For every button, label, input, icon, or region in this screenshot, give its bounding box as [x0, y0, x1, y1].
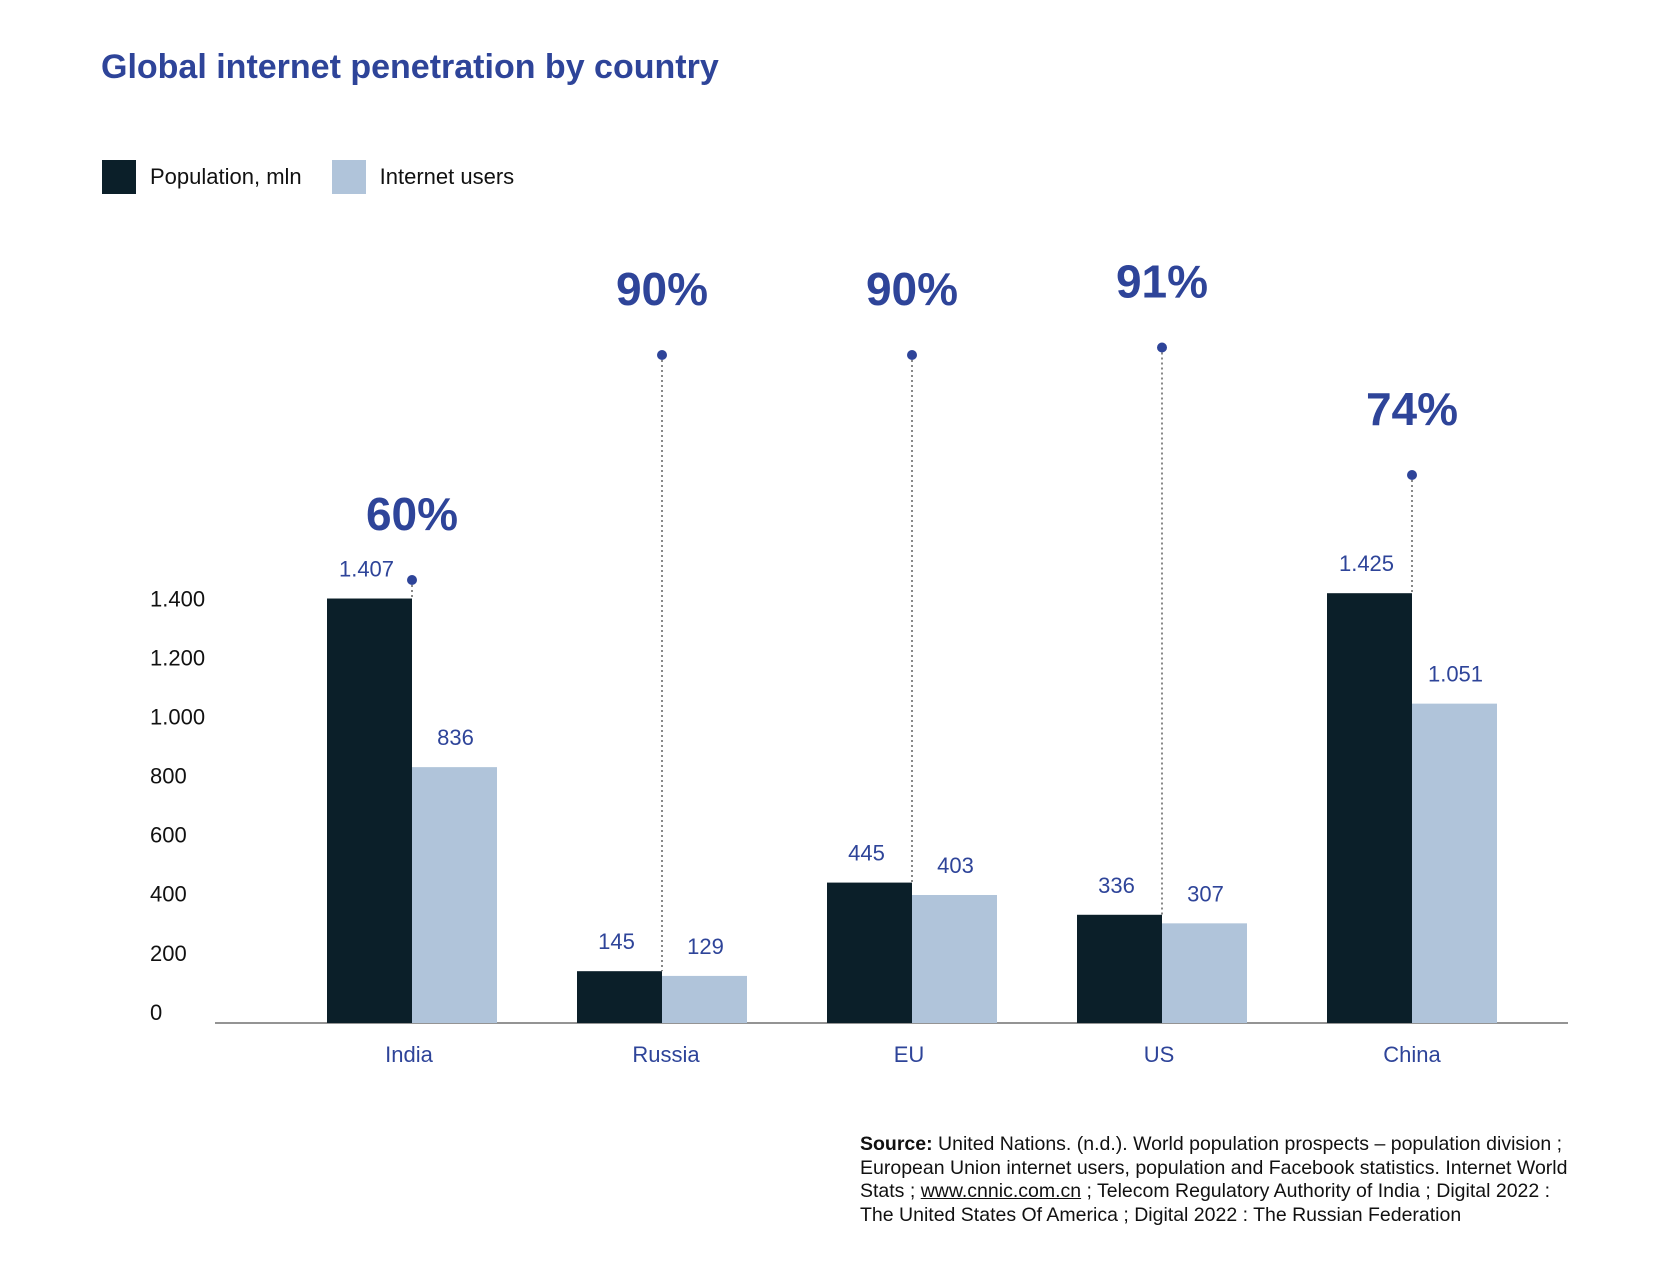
data-label-internet-users-us: 307 [1187, 881, 1224, 906]
y-tick-label-1200: 1.200 [150, 645, 205, 670]
penetration-dot-eu [907, 350, 917, 360]
source-text-part-1: United Nations. (n.d.). World population… [860, 1133, 1568, 1202]
legend-label-internet-users: Internet users [379, 164, 515, 189]
x-tick-label-us: US [1144, 1042, 1175, 1067]
data-label-internet-users-eu: 403 [937, 853, 974, 878]
y-tick-label-200: 200 [150, 941, 187, 966]
chart-title: Global internet penetration by country [101, 48, 719, 86]
legend-label-population: Population, mln [150, 164, 302, 189]
bar-internet-users-russia [662, 975, 747, 1023]
penetration-label-china: 74% [1366, 383, 1458, 435]
data-label-population-china: 1.425 [1339, 551, 1394, 576]
penetration-label-eu: 90% [866, 263, 958, 315]
penetration-label-russia: 90% [616, 263, 708, 315]
penetration-dot-china [1407, 470, 1417, 480]
penetration-dot-us [1157, 342, 1167, 353]
y-tick-label-1400: 1.400 [150, 586, 205, 611]
bar-chart: 0 200 400 600 800 1.000 1.200 1.400 1.407 836 60% I… [150, 256, 1568, 1067]
x-tick-label-china: China [1383, 1042, 1441, 1067]
bar-population-eu [827, 882, 912, 1023]
x-tick-label-eu: EU [894, 1042, 925, 1067]
data-label-population-us: 336 [1098, 873, 1135, 898]
penetration-label-us: 91% [1116, 256, 1208, 308]
bar-population-russia [577, 971, 662, 1023]
penetration-dot-russia [657, 350, 667, 360]
bar-internet-users-india [412, 767, 497, 1023]
source-note: Source: United Nations. (n.d.). World po… [860, 1133, 1570, 1227]
y-tick-label-800: 800 [150, 764, 187, 789]
data-label-population-russia: 145 [598, 929, 635, 954]
y-tick-label-1000: 1.000 [150, 705, 205, 730]
source-text-part-2: ; Telecom Regulatory Authority of India … [860, 1180, 1551, 1226]
legend-swatch-internet-users [331, 160, 366, 194]
bar-internet-users-us [1162, 923, 1247, 1023]
legend: Population, mln Internet users [102, 160, 544, 194]
data-label-internet-users-china: 1.051 [1428, 662, 1483, 687]
source-link[interactable]: www.cnnic.com.cn [920, 1180, 1082, 1202]
legend-item-internet-users: Internet users [331, 160, 515, 194]
penetration-label-india: 60% [366, 488, 458, 540]
bar-internet-users-eu [912, 894, 997, 1023]
bar-internet-users-china [1412, 703, 1497, 1023]
legend-item-population: Population, mln [102, 160, 302, 194]
y-tick-label-600: 600 [150, 823, 187, 848]
bar-population-india [327, 598, 412, 1023]
data-label-population-india: 1.407 [339, 557, 394, 582]
data-label-population-eu: 445 [848, 841, 885, 866]
data-label-internet-users-india: 836 [437, 725, 474, 750]
x-tick-label-russia: Russia [632, 1042, 700, 1067]
legend-swatch-population [102, 160, 136, 194]
penetration-dot-india [407, 575, 417, 585]
source-label: Source: [860, 1133, 933, 1155]
data-label-internet-users-russia: 129 [687, 934, 724, 959]
bar-population-china [1327, 593, 1412, 1023]
y-tick-label-400: 400 [150, 882, 187, 907]
bar-population-us [1077, 914, 1162, 1023]
x-tick-label-india: India [385, 1042, 433, 1067]
y-tick-label-0: 0 [150, 1000, 162, 1025]
